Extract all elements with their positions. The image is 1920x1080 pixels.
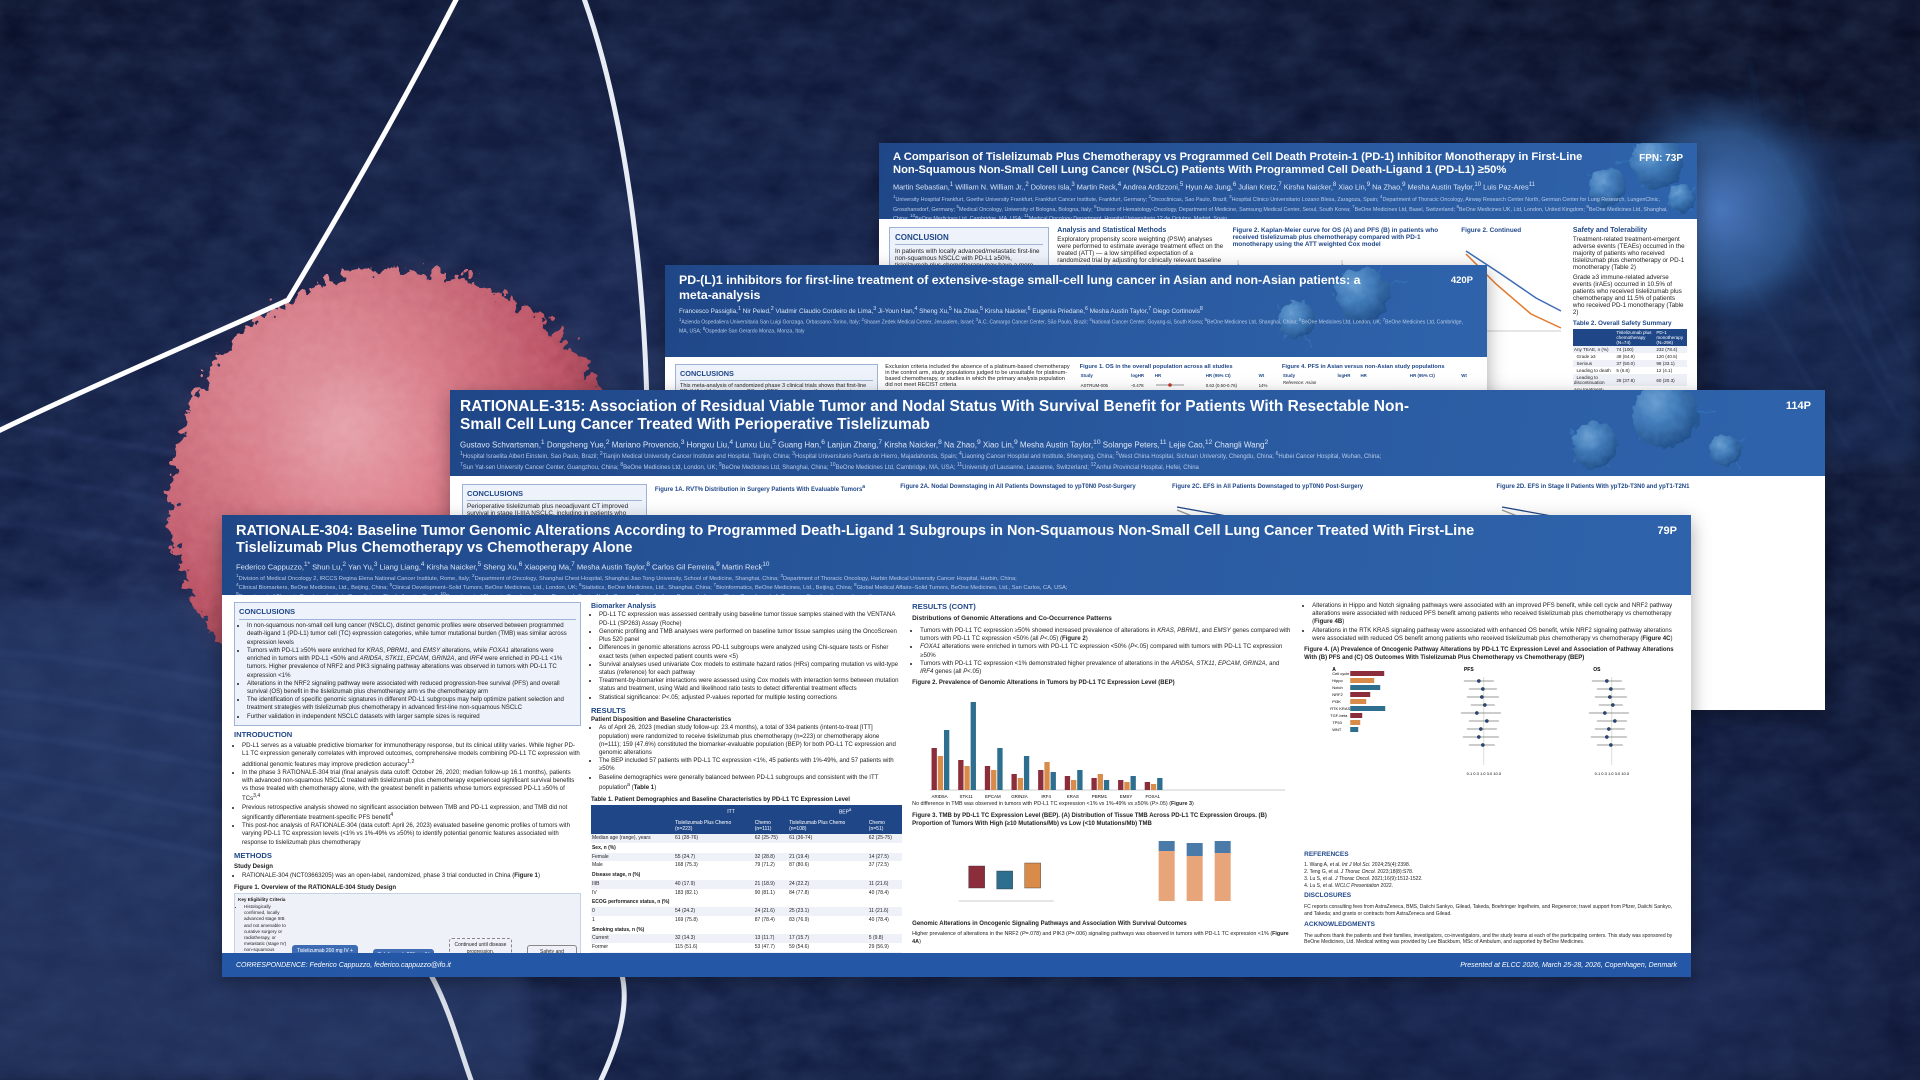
svg-text:EMSY: EMSY [1120, 794, 1133, 798]
svg-text:STK11: STK11 [960, 794, 974, 798]
svg-text:RTK KRAS: RTK KRAS [1330, 706, 1350, 711]
svg-text:Notch: Notch [1332, 685, 1342, 690]
svg-text:NRF2: NRF2 [1332, 692, 1343, 697]
svg-text:0.1 0.3 1.0 3.0 10.0: 0.1 0.3 1.0 3.0 10.0 [1595, 771, 1630, 776]
svg-text:PBRM1: PBRM1 [1092, 794, 1108, 798]
svg-text:EPCAM: EPCAM [985, 794, 1001, 798]
svg-text:GRIN2A: GRIN2A [1011, 794, 1028, 798]
svg-text:ARID5A: ARID5A [932, 794, 949, 798]
svg-text:KRAS: KRAS [1067, 794, 1079, 798]
svg-text:OS: OS [1594, 667, 1602, 673]
svg-text:Cell cycle: Cell cycle [1332, 671, 1350, 676]
svg-text:IRF4: IRF4 [1041, 794, 1051, 798]
svg-text:PI3K: PI3K [1332, 699, 1341, 704]
svg-text:0.1 0.3 1.0 3.0 10.0: 0.1 0.3 1.0 3.0 10.0 [1466, 771, 1501, 776]
svg-text:TP53: TP53 [1332, 720, 1342, 725]
svg-text:TGF-beta: TGF-beta [1330, 713, 1348, 718]
svg-text:FOXA1: FOXA1 [1146, 794, 1161, 798]
svg-text:Hippo: Hippo [1332, 678, 1343, 683]
svg-text:PFS: PFS [1464, 667, 1474, 673]
svg-text:WNT: WNT [1332, 727, 1342, 732]
